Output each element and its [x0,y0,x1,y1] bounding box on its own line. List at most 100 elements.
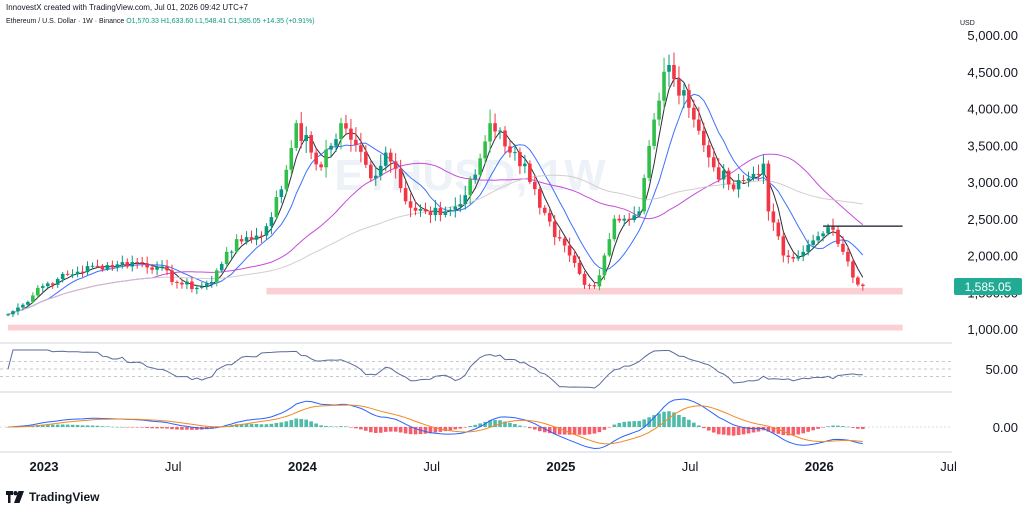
candle-body [180,282,184,285]
macd-histogram-bar [239,423,244,427]
macd-histogram-bar [175,427,179,430]
macd-histogram-bar [692,422,696,427]
macd-histogram-bar [90,425,95,427]
macd-histogram-bar [582,427,587,435]
macd-histogram-bar [398,427,403,433]
macd-histogram-bar [378,427,383,433]
candle-body [711,157,716,168]
candle-body [488,123,492,142]
candle-body [791,257,796,259]
tradingview-logo-icon [6,491,24,503]
macd-histogram-bar [652,415,656,427]
macd-histogram-bar [294,418,299,427]
price-tick-label: 3,500.00 [967,138,1018,153]
candle-body [741,180,746,182]
macd-histogram-bar [711,427,716,433]
candle-body [413,207,418,211]
candle-body [274,197,279,218]
macd-histogram-bar [50,424,55,427]
candle-body [468,179,473,196]
candle-body [359,145,363,152]
candle-body [607,239,612,256]
candle-body [80,271,85,273]
macd-histogram-bar [508,422,512,427]
macd-histogram-bar [697,425,701,427]
price-tick-label: 2,000.00 [967,249,1018,264]
macd-histogram-bar [513,423,517,427]
macd-histogram-bar [60,424,65,427]
candle-body [433,207,438,216]
brand-logo[interactable]: TradingView [6,490,99,504]
price-tick-label: 5,000.00 [967,28,1018,43]
macd-tick-label: 0.00 [993,420,1018,435]
macd-histogram-bar [657,413,661,427]
creator-line: InnovestX created with TradingView.com, … [6,3,248,12]
macd-histogram-bar [349,427,353,428]
candle-body [582,273,587,285]
macd-histogram-bar [324,425,328,427]
candle-body [65,273,70,275]
macd-histogram-bar [359,427,363,430]
candle-body [478,158,482,175]
candle-body [562,238,567,246]
candle-body [761,163,766,175]
macd-histogram-bar [741,427,746,435]
candle-body [473,174,477,180]
macd-histogram-bar [314,423,318,427]
time-tick-label: Jul [165,459,182,474]
macd-histogram-bar [488,420,492,427]
candle-body [617,218,622,221]
candle-body [319,164,323,168]
candle-body [781,236,786,256]
candle-body [354,139,358,146]
candle-body [647,145,651,178]
candle-body [75,271,80,275]
macd-histogram-bar [155,427,159,429]
macd-histogram-bar [165,427,169,429]
macd-histogram-bar [289,420,294,427]
candle-body [776,222,781,237]
macd-histogram-bar [329,426,333,427]
macd-histogram-bar [518,425,522,427]
symbol-name[interactable]: Ethereum / U.S. Dollar · 1W · Binance [6,18,125,25]
candle-body [209,281,214,284]
price-tick-label: 1,000.00 [967,322,1018,337]
macd-histogram-bar [130,427,135,428]
macd-histogram-bar [125,427,130,428]
macd-histogram-bar [523,426,527,428]
candle-body [259,235,264,237]
candle-body [229,251,234,253]
candle-body [140,262,144,264]
macd-histogram-bar [85,425,90,427]
macd-histogram-bar [373,427,378,433]
macd-histogram-bar [334,426,338,428]
macd-histogram-bar [259,424,264,427]
candle-body [826,227,830,234]
candle-body [125,262,130,267]
candle-body [667,64,671,72]
candle-body [547,212,552,222]
candle-body [324,149,328,168]
macd-histogram-bar [677,414,681,427]
candle-body [428,211,433,216]
macd-histogram-bar [185,427,189,430]
macd-histogram-bar [40,424,45,427]
time-axis[interactable]: 2023 Jul 2024 Jul 2025 Jul 2026 Jul [30,459,957,474]
macd-histogram-bar [547,427,552,434]
rsi-tick-label: 50.00 [985,362,1018,377]
candle-body [841,243,845,252]
candle-body [40,286,45,288]
candle-body [234,239,239,252]
rsi-pane: 50.00 [0,349,1018,389]
candle-body [11,311,15,315]
candle-body [697,119,701,131]
candle-body [254,235,259,240]
candle-body [264,226,269,236]
candle-body [344,123,348,129]
time-tick-label: 2023 [30,459,59,474]
macd-histogram-bar [706,427,711,431]
macd-histogram-bar [617,422,622,427]
time-tick-label: Jul [423,459,440,474]
macd-histogram-bar [702,427,706,429]
